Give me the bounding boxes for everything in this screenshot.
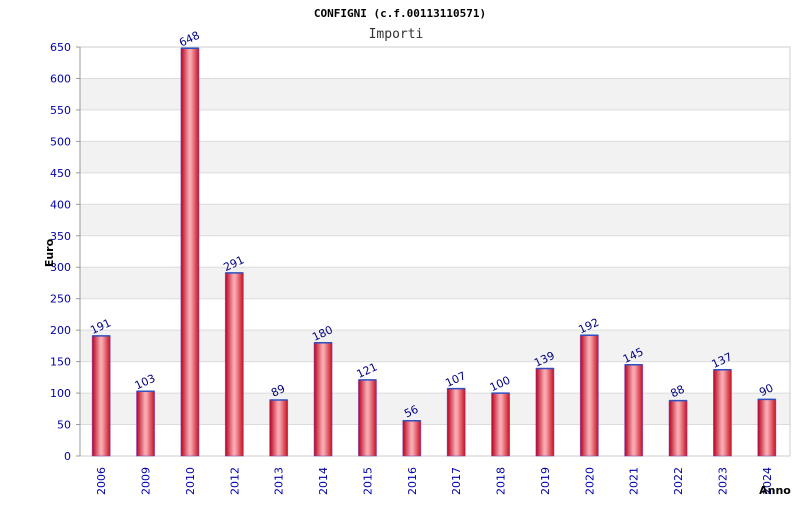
bar xyxy=(624,364,643,456)
bars xyxy=(91,47,777,457)
bar-group xyxy=(269,399,289,457)
bar-group xyxy=(91,335,111,457)
bar-group xyxy=(313,341,333,457)
bar-group xyxy=(713,369,732,457)
x-tick-label: 2012 xyxy=(228,467,241,495)
y-tick-label: 450 xyxy=(50,167,71,180)
y-tick-label: 650 xyxy=(50,41,71,54)
x-tick-label: 2017 xyxy=(450,467,463,495)
data-label: 90 xyxy=(757,381,775,399)
bar-group xyxy=(668,399,688,457)
bar-group xyxy=(358,379,377,457)
bar-group xyxy=(224,272,244,457)
y-tick-label: 500 xyxy=(50,135,71,148)
bar xyxy=(402,420,421,456)
x-axis-label: Anno xyxy=(759,484,791,497)
x-tick-label: 2022 xyxy=(672,467,685,495)
data-label: 648 xyxy=(177,29,202,50)
x-tick-label: 2009 xyxy=(140,467,153,495)
y-ticks: 0 50 100 150 200 250 300 350 400 450 500 550 600 650 xyxy=(50,41,71,463)
x-tick-label: 2010 xyxy=(184,467,197,495)
bar xyxy=(136,391,155,456)
bar xyxy=(580,335,599,456)
bar-group xyxy=(624,364,644,457)
bar-group xyxy=(757,398,777,457)
bar xyxy=(713,369,732,456)
y-tick-label: 200 xyxy=(50,324,71,337)
data-label: 89 xyxy=(269,382,287,400)
bar-group xyxy=(491,392,510,457)
axes xyxy=(76,46,791,457)
x-tick-label: 2020 xyxy=(583,467,596,495)
x-tick-label: 2018 xyxy=(495,467,508,495)
bar xyxy=(491,393,510,456)
y-tick-label: 600 xyxy=(50,72,71,85)
bar xyxy=(92,335,111,456)
x-tick-label: 2015 xyxy=(361,467,374,495)
y-tick-label: 100 xyxy=(50,387,71,400)
x-tick-label: 2014 xyxy=(317,467,330,495)
bar xyxy=(180,48,199,457)
data-label: 88 xyxy=(668,383,686,401)
y-tick-label: 50 xyxy=(57,419,71,432)
y-axis-label: Euro xyxy=(43,238,56,267)
x-tick-label: 2024 xyxy=(761,467,774,495)
x-tick-label: 2023 xyxy=(716,467,729,495)
y-tick-label: 400 xyxy=(50,198,71,211)
data-label: 107 xyxy=(443,369,468,390)
bar-group xyxy=(579,334,599,457)
bar-group xyxy=(180,47,200,457)
x-tick-label: 2019 xyxy=(539,467,552,495)
chart-subtitle: Importi xyxy=(369,27,424,42)
y-tick-label: 150 xyxy=(50,356,71,369)
y-tick-label: 550 xyxy=(50,104,71,117)
bar xyxy=(535,368,554,456)
y-tick-label: 300 xyxy=(50,261,71,274)
bar xyxy=(358,379,377,456)
bar-group xyxy=(136,390,155,457)
y-tick-label: 0 xyxy=(64,450,71,463)
data-label: 100 xyxy=(488,374,513,395)
x-tick-label: 2013 xyxy=(273,467,286,495)
data-label: 56 xyxy=(402,403,420,421)
y-tick-label: 350 xyxy=(50,230,71,243)
bar xyxy=(225,272,244,456)
bar-group xyxy=(446,387,466,457)
bar xyxy=(757,399,776,456)
x-tick-label: 2006 xyxy=(95,467,108,495)
x-tick-label: 2016 xyxy=(406,467,419,495)
bar xyxy=(269,399,288,456)
x-ticks: 2006 2009 2010 2012 2013 2014 2015 2016 2017 2018… xyxy=(95,467,774,495)
bar xyxy=(447,388,466,456)
y-tick-label: 250 xyxy=(50,293,71,306)
bar xyxy=(669,400,688,456)
data-label: 103 xyxy=(133,372,158,393)
x-tick-label: 2021 xyxy=(628,467,641,495)
chart-title: CONFIGNI (c.f.00113110571) xyxy=(314,7,486,20)
bar-group xyxy=(535,367,555,457)
bar-group xyxy=(402,420,422,457)
bar xyxy=(314,342,333,456)
data-label: 121 xyxy=(355,360,380,381)
